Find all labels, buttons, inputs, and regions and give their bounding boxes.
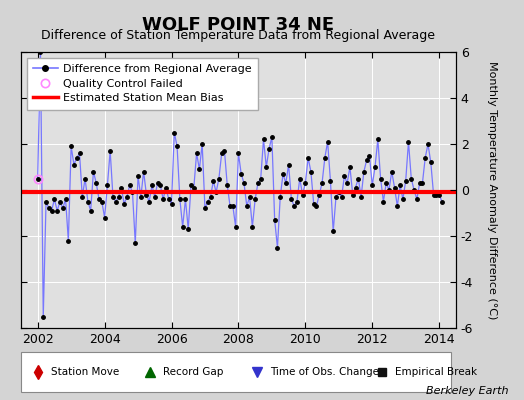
- Text: Berkeley Earth: Berkeley Earth: [426, 386, 508, 396]
- Title: WOLF POINT 34 NE: WOLF POINT 34 NE: [143, 16, 334, 34]
- Y-axis label: Monthly Temperature Anomaly Difference (°C): Monthly Temperature Anomaly Difference (…: [487, 61, 497, 319]
- Text: Difference of Station Temperature Data from Regional Average: Difference of Station Temperature Data f…: [41, 29, 435, 42]
- Text: Station Move: Station Move: [51, 367, 119, 377]
- Text: Empirical Break: Empirical Break: [395, 367, 477, 377]
- Text: Time of Obs. Change: Time of Obs. Change: [270, 367, 379, 377]
- Legend: Difference from Regional Average, Quality Control Failed, Estimated Station Mean: Difference from Regional Average, Qualit…: [27, 58, 258, 110]
- FancyBboxPatch shape: [21, 352, 451, 392]
- Text: Record Gap: Record Gap: [163, 367, 223, 377]
